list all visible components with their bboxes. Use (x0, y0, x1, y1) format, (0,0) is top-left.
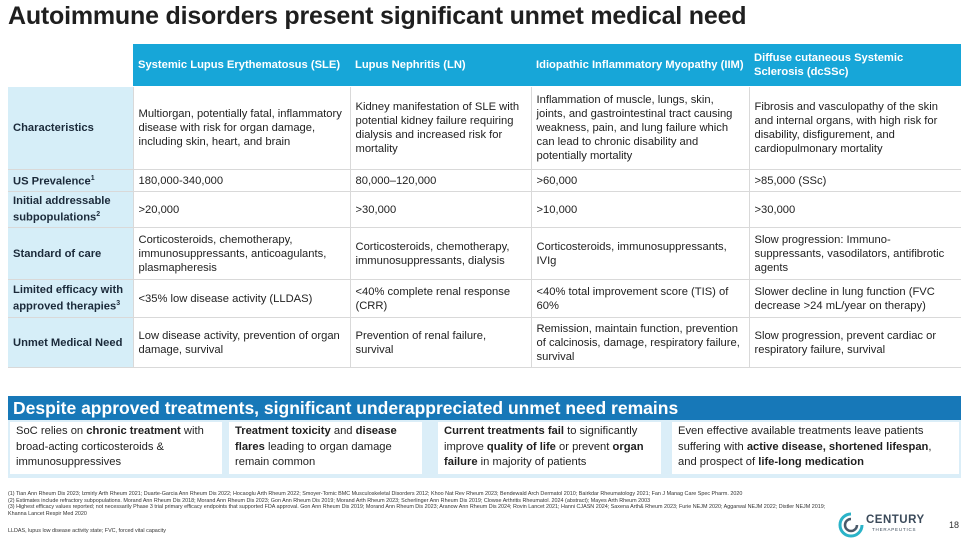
table-cell: >60,000 (530, 169, 749, 192)
century-logo-icon (838, 512, 864, 538)
table-cell: Corticosteroids, chemotherapy, immunosup… (349, 227, 531, 280)
table-cell: >30,000 (349, 191, 531, 228)
table-cell: Kidney manifestation of SLE with potenti… (349, 86, 531, 170)
row-label-unmet-need: Unmet Medical Need (8, 317, 133, 368)
table-cell: <35% low disease activity (LLDAS) (132, 279, 350, 318)
header-ln: Lupus Nephritis (LN) (350, 44, 531, 87)
logo-subtitle: THERAPEUTICS (872, 527, 917, 532)
century-logo: CENTURY THERAPEUTICS (838, 512, 938, 538)
key-point-box: Treatment toxicity and disease flares le… (229, 422, 422, 474)
logo-name: CENTURY (866, 514, 925, 526)
footnotes: (1) Tian Ann Rheum Dis 2023; Izmirly Art… (8, 491, 828, 517)
table-cell: Slow progression: Immuno-suppressants, v… (748, 227, 961, 280)
row-label-standard-of-care: Standard of care (8, 227, 133, 280)
table-cell: Remission, maintain function, prevention… (530, 317, 749, 368)
abbreviations: LLDAS, lupus low disease activity state;… (8, 528, 166, 534)
table-cell: Prevention of renal failure, survival (349, 317, 531, 368)
page-number: 18 (949, 520, 960, 530)
table-header-row: Systemic Lupus Erythematosus (SLE) Lupus… (8, 44, 961, 87)
table-row: Characteristics Multiorgan, potentially … (8, 86, 961, 170)
table-corner (8, 44, 133, 87)
table-cell: >20,000 (132, 191, 350, 228)
header-sle: Systemic Lupus Erythematosus (SLE) (133, 44, 350, 87)
table-cell: >85,000 (SSc) (748, 169, 961, 192)
table-cell: 180,000-340,000 (132, 169, 350, 192)
table-cell: >10,000 (530, 191, 749, 228)
table-cell: Corticosteroids, chemotherapy, immunosup… (132, 227, 350, 280)
table-cell: Multiorgan, potentially fatal, inflammat… (132, 86, 350, 170)
table-row: Limited efficacy with approved therapies… (8, 279, 961, 318)
header-dcssc: Diffuse cutaneous Systemic Sclerosis (dc… (749, 44, 961, 87)
footnote: (1) Tian Ann Rheum Dis 2023; Izmirly Art… (8, 491, 743, 497)
table-cell: Slow progression, prevent cardiac or res… (748, 317, 961, 368)
header-iim: Idiopathic Inflammatory Myopathy (IIM) (531, 44, 749, 87)
key-points-row: SoC relies on chronic treatment with bro… (8, 420, 961, 478)
table-row: Unmet Medical Need Low disease activity,… (8, 317, 961, 368)
key-point-box: Even effective available treatments leav… (672, 422, 959, 474)
table-cell: Corticosteroids, immunosuppressants, IVI… (530, 227, 749, 280)
table-row: Initial addressable subpopulations2 >20,… (8, 191, 961, 228)
table-cell: Slower decline in lung function (FVC dec… (748, 279, 961, 318)
table-cell: Fibrosis and vasculopathy of the skin an… (748, 86, 961, 170)
table-row: US Prevalence1 180,000-340,000 80,000–12… (8, 169, 961, 192)
footnote: (2) Estimates include refractory subpopu… (8, 497, 651, 504)
table-cell: Low disease activity, prevention of orga… (132, 317, 350, 368)
table-cell: 80,000–120,000 (349, 169, 531, 192)
page-title: Autoimmune disorders present significant… (8, 2, 747, 30)
table-cell: Inflammation of muscle, lungs, skin, joi… (530, 86, 749, 170)
table-cell: <40% complete renal response (CRR) (349, 279, 531, 318)
table-cell: >30,000 (748, 191, 961, 228)
key-point-box: SoC relies on chronic treatment with bro… (10, 422, 222, 474)
footnote: (3) Highest efficacy values reported; no… (8, 504, 826, 517)
table-cell: <40% total improvement score (TIS) of 60… (530, 279, 749, 318)
row-label-subpopulations: Initial addressable subpopulations2 (8, 191, 133, 228)
key-point-box: Current treatments fail to significantly… (438, 422, 661, 474)
disease-comparison-table: Systemic Lupus Erythematosus (SLE) Lupus… (8, 44, 961, 368)
table-row: Standard of care Corticosteroids, chemot… (8, 227, 961, 280)
unmet-need-banner: Despite approved treatments, significant… (8, 396, 961, 420)
row-label-us-prevalence: US Prevalence1 (8, 169, 133, 192)
row-label-limited-efficacy: Limited efficacy with approved therapies… (8, 279, 133, 318)
row-label-characteristics: Characteristics (8, 86, 133, 170)
